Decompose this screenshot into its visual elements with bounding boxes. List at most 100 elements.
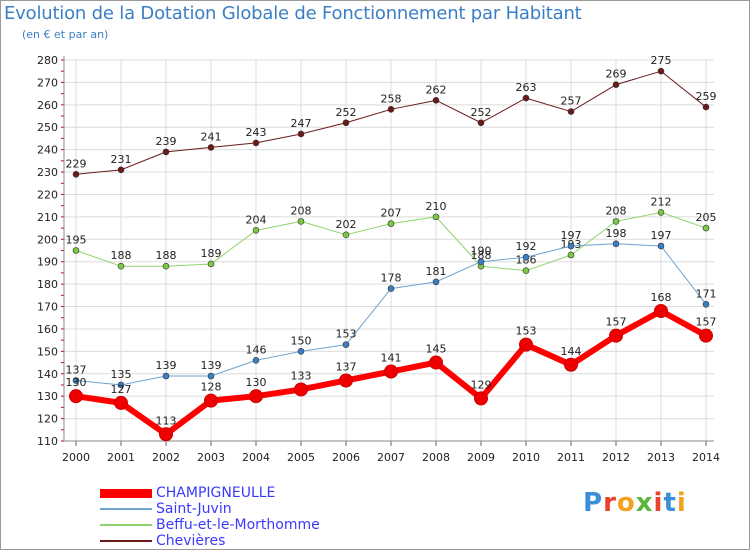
data-point-champigneulle <box>474 391 488 406</box>
data-point-chevi-res <box>207 144 215 151</box>
y-tick-label: 280 <box>37 54 58 67</box>
y-tick-label: 110 <box>37 435 58 448</box>
data-label-champigneulle: 130 <box>66 376 87 389</box>
data-point-chevi-res <box>612 81 620 88</box>
data-point-chevi-res <box>342 119 350 127</box>
data-point-champigneulle <box>699 328 713 343</box>
data-point-champigneulle <box>429 355 443 370</box>
data-point-beffu-et-le-morthomme <box>702 224 710 232</box>
x-tick-label: 2010 <box>512 451 540 464</box>
data-label-saint-juvin: 150 <box>291 334 312 347</box>
data-point-champigneulle <box>564 357 578 372</box>
data-point-champigneulle <box>204 393 218 408</box>
data-label-saint-juvin: 171 <box>696 287 717 300</box>
data-label-chevi-res: 275 <box>651 54 672 67</box>
data-label-saint-juvin: 146 <box>246 343 267 356</box>
data-label-saint-juvin: 139 <box>201 359 222 372</box>
data-label-champigneulle: 157 <box>606 316 627 329</box>
data-label-champigneulle: 141 <box>381 352 402 365</box>
data-label-chevi-res: 252 <box>471 106 492 119</box>
data-point-saint-juvin <box>612 240 620 248</box>
data-label-chevi-res: 247 <box>291 117 312 130</box>
data-point-saint-juvin <box>387 285 395 292</box>
data-label-champigneulle: 153 <box>516 325 537 338</box>
y-tick-label: 230 <box>37 166 58 179</box>
x-tick-label: 2002 <box>152 451 180 464</box>
data-label-champigneulle: 128 <box>201 381 222 394</box>
data-point-champigneulle <box>69 389 83 404</box>
data-label-chevi-res: 252 <box>336 106 357 119</box>
data-point-beffu-et-le-morthomme <box>522 267 530 274</box>
data-label-saint-juvin: 181 <box>426 265 447 278</box>
y-tick-label: 240 <box>37 144 58 157</box>
data-label-chevi-res: 262 <box>426 83 447 96</box>
data-label-chevi-res: 263 <box>516 81 537 94</box>
data-point-saint-juvin <box>207 372 215 380</box>
data-label-champigneulle: 137 <box>336 360 357 373</box>
data-point-beffu-et-le-morthomme <box>432 213 440 221</box>
y-tick-label: 130 <box>37 390 58 403</box>
y-tick-label: 270 <box>37 76 58 89</box>
legend-label: Beffu-et-le-Morthomme <box>156 517 320 533</box>
data-label-chevi-res: 258 <box>381 92 402 105</box>
data-label-chevi-res: 243 <box>246 126 267 139</box>
logo-letter: o <box>616 488 636 518</box>
x-tick-label: 2003 <box>197 451 225 464</box>
y-tick-label: 210 <box>37 211 58 224</box>
data-point-saint-juvin <box>117 381 125 389</box>
legend-label: CHAMPIGNEULLE <box>156 485 276 501</box>
data-point-saint-juvin <box>567 242 575 250</box>
data-label-saint-juvin: 197 <box>561 229 582 242</box>
data-label-saint-juvin: 135 <box>111 368 132 381</box>
data-label-beffu-et-le-morthomme: 188 <box>471 249 492 262</box>
data-label-champigneulle: 130 <box>246 376 267 389</box>
data-point-beffu-et-le-morthomme <box>252 227 260 234</box>
data-label-saint-juvin: 190 <box>471 245 492 258</box>
data-label-champigneulle: 129 <box>471 378 492 391</box>
chart-title: Evolution de la Dotation Globale de Fonc… <box>4 3 582 24</box>
data-label-saint-juvin: 137 <box>66 363 87 376</box>
data-label-beffu-et-le-morthomme: 202 <box>336 218 357 231</box>
data-label-beffu-et-le-morthomme: 208 <box>291 204 312 217</box>
y-tick-label: 170 <box>37 301 58 314</box>
data-point-saint-juvin <box>657 242 665 250</box>
logo-letter: x <box>635 488 654 518</box>
legend-label: Chevières <box>156 533 226 549</box>
data-label-beffu-et-le-morthomme: 188 <box>156 249 177 262</box>
data-point-champigneulle <box>339 373 353 388</box>
y-tick-label: 220 <box>37 188 58 201</box>
y-tick-label: 180 <box>37 278 58 291</box>
data-point-saint-juvin <box>432 278 440 286</box>
logo-letter: t <box>663 488 677 518</box>
y-tick-label: 160 <box>37 323 58 336</box>
data-label-chevi-res: 239 <box>156 135 177 148</box>
data-point-champigneulle <box>519 337 533 352</box>
y-tick-label: 140 <box>37 368 58 381</box>
x-tick-label: 2001 <box>107 451 135 464</box>
data-point-chevi-res <box>162 148 170 156</box>
data-label-saint-juvin: 178 <box>381 272 402 285</box>
data-point-saint-juvin <box>477 258 485 266</box>
logo-letter: i <box>676 488 687 518</box>
data-label-champigneulle: 127 <box>111 383 132 396</box>
logo-letter: i <box>653 488 664 518</box>
data-point-chevi-res <box>72 171 80 178</box>
x-tick-label: 2009 <box>467 451 495 464</box>
x-tick-label: 2007 <box>377 451 405 464</box>
data-point-champigneulle <box>654 304 668 319</box>
chart-subtitle: (en € et par an) <box>22 28 109 41</box>
data-label-champigneulle: 133 <box>291 369 312 382</box>
y-tick-label: 120 <box>37 413 58 426</box>
data-point-saint-juvin <box>72 377 80 384</box>
data-point-champigneulle <box>114 395 128 410</box>
data-label-saint-juvin: 153 <box>336 328 357 341</box>
data-point-beffu-et-le-morthomme <box>72 247 80 254</box>
logo-letter: P <box>583 488 604 518</box>
data-point-chevi-res <box>657 67 665 75</box>
legend-swatch <box>100 488 152 498</box>
data-point-beffu-et-le-morthomme <box>297 218 305 225</box>
data-point-saint-juvin <box>297 348 305 355</box>
legend-swatch <box>100 524 152 526</box>
data-point-chevi-res <box>702 103 710 111</box>
data-label-beffu-et-le-morthomme: 205 <box>696 211 717 224</box>
